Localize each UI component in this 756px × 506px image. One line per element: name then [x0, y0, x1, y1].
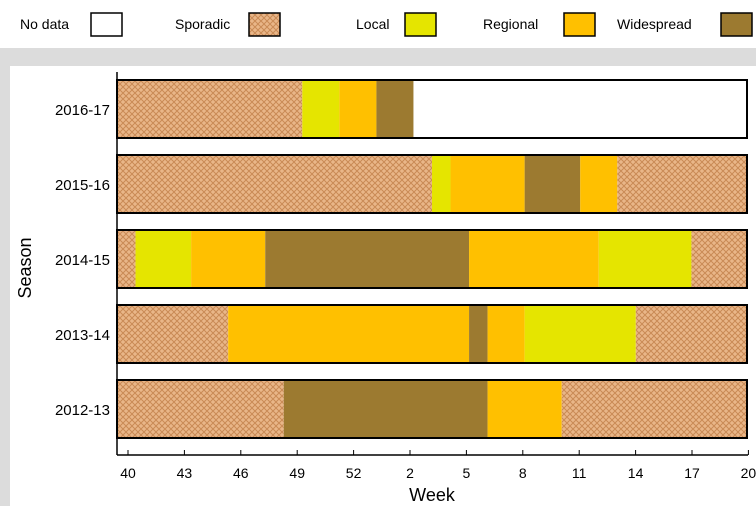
segment-2015-16-regional	[450, 156, 525, 212]
x-tick-label: 2	[406, 465, 414, 481]
season-label-2012-13: 2012-13	[55, 402, 110, 419]
segment-2015-16-local	[432, 156, 451, 212]
segment-2013-14-widespread	[469, 306, 488, 362]
season-label-2014-15: 2014-15	[55, 252, 110, 269]
segment-2014-15-sporadic	[691, 231, 747, 287]
season-row-2012-13: 2012-13	[55, 379, 748, 439]
legend-swatch-regional	[563, 12, 596, 37]
legend-label-regional: Regional	[483, 16, 538, 32]
season-label-2015-16: 2015-16	[55, 177, 110, 194]
y-axis-title: Season	[15, 237, 35, 298]
segment-2014-15-local	[598, 231, 692, 287]
segment-2012-13-sporadic	[117, 381, 284, 437]
segment-2015-16-regional	[580, 156, 618, 212]
legend-swatch-widespread	[720, 12, 753, 37]
x-tick-label: 46	[233, 465, 249, 481]
x-tick-label: 11	[572, 465, 587, 481]
season-row-2015-16: 2015-16	[55, 154, 748, 214]
x-axis-title: Week	[409, 485, 456, 505]
season-label-2016-17: 2016-17	[55, 102, 110, 119]
segment-2016-17-regional	[339, 81, 377, 137]
segment-2012-13-widespread	[283, 381, 488, 437]
legend: No data Sporadic Local Regional Widespread	[0, 0, 756, 48]
season-row-2016-17: 2016-17	[55, 79, 748, 139]
season-row-2013-14: 2013-14	[55, 304, 748, 364]
season-row-2014-15: 2014-15	[55, 229, 748, 289]
x-tick-label: 43	[177, 465, 193, 481]
segment-2013-14-local	[524, 306, 636, 362]
segment-2015-16-widespread	[524, 156, 581, 212]
segment-2014-15-local	[135, 231, 192, 287]
segment-2016-17-nodata	[413, 81, 747, 137]
x-tick-label: 17	[684, 465, 700, 481]
x-tick-label: 14	[628, 465, 644, 481]
season-label-2013-14: 2013-14	[55, 327, 110, 344]
legend-label-sporadic: Sporadic	[175, 16, 230, 32]
legend-background	[0, 0, 756, 48]
legend-swatch-sporadic	[248, 12, 281, 37]
x-tick-label: 52	[346, 465, 362, 481]
segment-2015-16-sporadic	[617, 156, 747, 212]
legend-label-local: Local	[356, 16, 389, 32]
legend-swatch-local	[404, 12, 437, 37]
segment-2013-14-sporadic	[635, 306, 747, 362]
plot-area: 2016-17 2015-16 2014-15 2013-14 2012-13	[10, 66, 756, 506]
segment-2013-14-regional	[228, 306, 470, 362]
segment-2013-14-sporadic	[117, 306, 229, 362]
segment-2014-15-widespread	[265, 231, 470, 287]
x-tick-label: 40	[120, 465, 136, 481]
segment-2013-14-regional	[487, 306, 525, 362]
segment-2014-15-regional	[191, 231, 266, 287]
segment-2012-13-regional	[487, 381, 562, 437]
x-tick-label: 49	[289, 465, 305, 481]
segment-2016-17-sporadic	[117, 81, 303, 137]
axes: 40 43 46 49 52 2 5 8 11 14 17 20 Week Season	[15, 72, 756, 505]
legend-label-widespread: Widespread	[617, 16, 692, 32]
x-tick-label: 5	[463, 465, 471, 481]
x-tick-label: 8	[519, 465, 527, 481]
segment-2014-15-sporadic	[117, 231, 136, 287]
segment-2015-16-sporadic	[117, 156, 432, 212]
segment-2014-15-regional	[469, 231, 599, 287]
x-tick-label: 20	[741, 465, 756, 481]
legend-label-nodata: No data	[20, 16, 69, 32]
segment-2016-17-widespread	[376, 81, 414, 137]
legend-swatch-nodata	[90, 12, 123, 37]
segment-2016-17-local	[302, 81, 340, 137]
segment-2012-13-sporadic	[561, 381, 747, 437]
